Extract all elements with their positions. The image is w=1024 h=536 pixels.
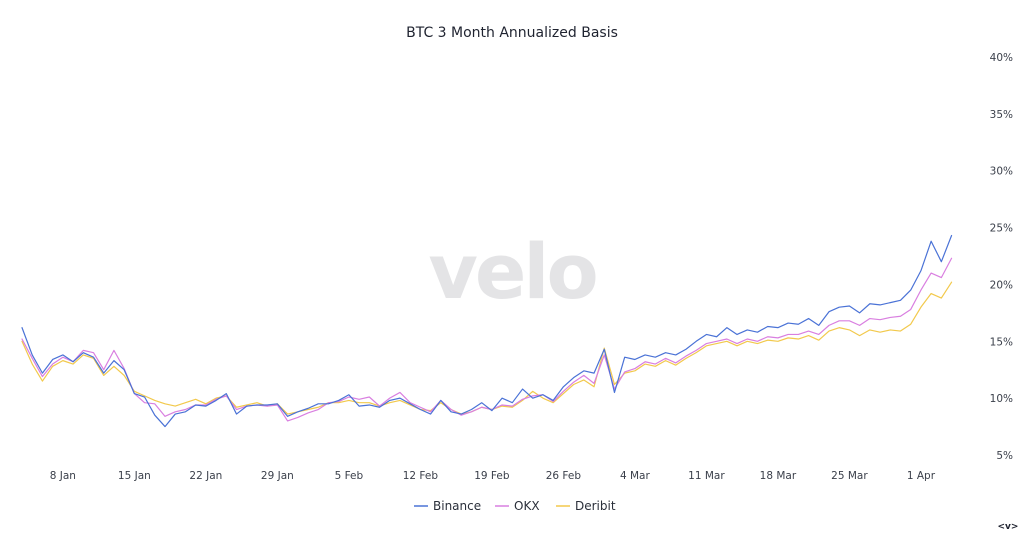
x-tick-label: 22 Jan (189, 470, 222, 482)
x-tick-label: 5 Feb (335, 470, 364, 482)
x-tick-label: 4 Mar (620, 470, 651, 482)
y-tick-label: 40% (990, 52, 1013, 64)
legend-label: OKX (514, 499, 540, 513)
y-tick-label: 30% (990, 166, 1013, 178)
legend: Binance OKX Deribit (414, 499, 616, 513)
y-tick-label: 5% (996, 450, 1013, 462)
scroll-control[interactable]: <v> (998, 522, 1019, 532)
series-line-binance (21, 234, 953, 428)
x-tick-label: 26 Feb (546, 470, 582, 482)
y-tick-label: 10% (990, 393, 1013, 405)
x-tick-label: 29 Jan (261, 470, 294, 482)
legend-label: Binance (433, 499, 481, 513)
y-tick-label: 25% (990, 223, 1013, 235)
legend-item-okx[interactable]: OKX (495, 499, 540, 513)
legend-item-deribit[interactable]: Deribit (556, 499, 616, 513)
x-tick-label: 15 Jan (118, 470, 151, 482)
x-tick-label: 19 Feb (474, 470, 510, 482)
legend-item-binance[interactable]: Binance (414, 499, 481, 513)
y-tick-label: 35% (990, 109, 1013, 121)
x-tick-label: 12 Feb (403, 470, 439, 482)
x-tick-label: 1 Apr (907, 470, 936, 482)
plot-area (21, 234, 953, 428)
chart-title: BTC 3 Month Annualized Basis (406, 25, 618, 41)
y-tick-label: 20% (990, 279, 1013, 291)
legend-label: Deribit (575, 499, 616, 513)
x-tick-label: 11 Mar (688, 470, 725, 482)
x-tick-label: 18 Mar (760, 470, 797, 482)
x-axis: 8 Jan 15 Jan 22 Jan 29 Jan 5 Feb 12 Feb 19 Feb… (50, 470, 936, 482)
y-axis: 40% 35% 30% 25% 20% 15% 10% 5% (990, 52, 1013, 462)
watermark-logo: velo (428, 227, 595, 316)
series-line-okx (21, 257, 953, 422)
x-tick-label: 25 Mar (831, 470, 868, 482)
y-tick-label: 15% (990, 336, 1013, 348)
x-tick-label: 8 Jan (50, 470, 76, 482)
